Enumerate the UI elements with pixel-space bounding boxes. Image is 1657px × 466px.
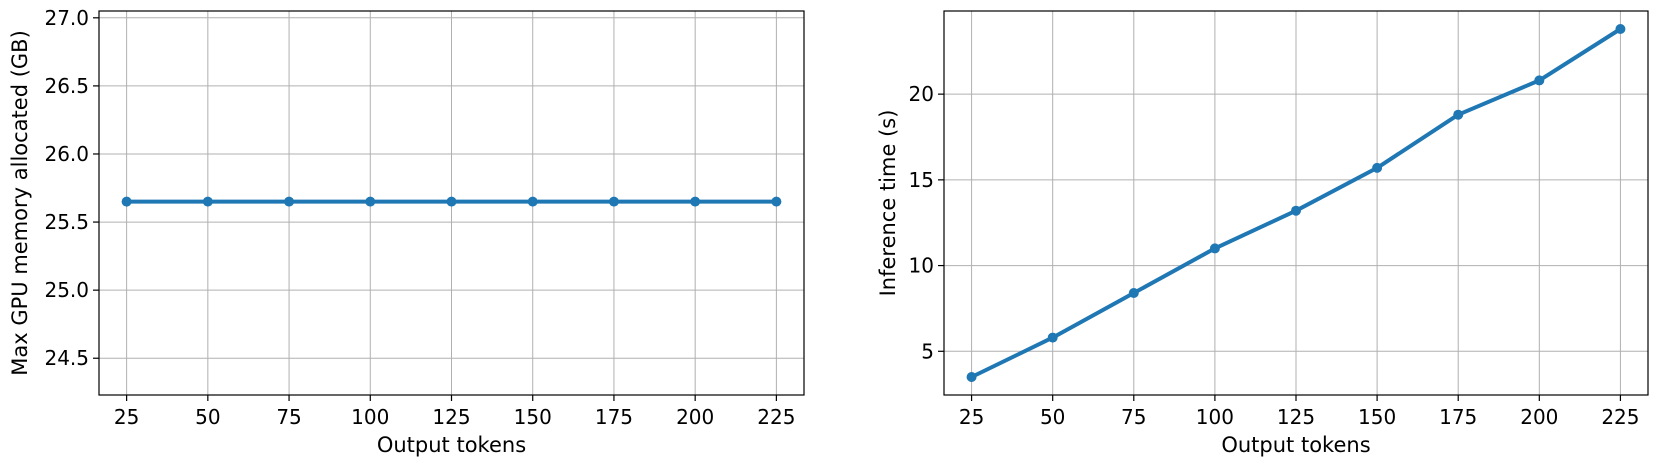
time-x-tick-label: 25: [959, 405, 984, 429]
memory-y-tick-label: 24.5: [44, 346, 89, 370]
memory-y-tick-label: 26.0: [44, 142, 89, 166]
memory-x-axis-label: Output tokens: [377, 433, 526, 457]
memory-x-tick-label: 150: [514, 405, 552, 429]
time-y-axis-label: Inference time (s): [876, 110, 900, 297]
memory-data-point: [527, 196, 538, 207]
time-data-point: [1128, 288, 1139, 298]
time-y-tick-label: 5: [921, 339, 934, 363]
memory-x-tick-label: 200: [676, 405, 714, 429]
memory-data-point: [446, 196, 457, 207]
memory-data-point: [771, 196, 782, 207]
time-x-tick-label: 150: [1358, 405, 1396, 429]
time-y-tick-label: 20: [909, 82, 934, 106]
time-x-tick-label: 125: [1277, 405, 1315, 429]
memory-x-tick-label: 75: [276, 405, 301, 429]
memory-data-point: [608, 196, 619, 207]
memory-chart: 25 50 75 100 125 150 175 200 225 24.5 25.0 25.5 26.0…: [8, 6, 805, 457]
memory-x-tick-label: 50: [195, 405, 220, 429]
memory-x-tick-label: 175: [595, 405, 633, 429]
memory-data-point: [284, 196, 295, 207]
time-plot-frame: [943, 10, 1649, 396]
memory-y-tick-label: 26.5: [44, 74, 89, 98]
time-y-tick-label: 10: [909, 254, 934, 278]
memory-plot-frame: [98, 10, 805, 396]
time-data-point: [966, 372, 977, 382]
memory-data-point: [690, 196, 701, 207]
time-data-point: [1534, 75, 1545, 86]
time-y-tick-label: 15: [909, 168, 934, 192]
time-x-tick-label: 175: [1439, 405, 1477, 429]
time-x-tick-label: 50: [1040, 405, 1065, 429]
memory-y-tick-label: 25.5: [44, 210, 89, 234]
memory-x-tick-label: 25: [114, 405, 139, 429]
time-x-tick-label: 225: [1601, 405, 1639, 429]
inference-time-chart: 25 50 75 100 125 150 175 200 225 5 10 15 20 Output to…: [876, 10, 1649, 457]
time-data-point: [1047, 332, 1058, 343]
time-data-point: [1372, 162, 1383, 173]
time-data-point: [1291, 205, 1301, 216]
memory-y-tick-label: 25.0: [44, 278, 89, 302]
memory-data-point: [202, 196, 213, 207]
memory-x-tick-label: 100: [351, 405, 389, 429]
memory-y-tick-label: 27.0: [44, 6, 89, 30]
memory-x-tick-label: 225: [757, 405, 795, 429]
memory-data-point: [365, 196, 376, 207]
time-data-point: [1209, 243, 1220, 254]
memory-data-point: [121, 196, 132, 207]
time-x-tick-label: 200: [1520, 405, 1558, 429]
memory-x-tick-label: 125: [432, 405, 470, 429]
time-x-axis-label: Output tokens: [1221, 433, 1370, 457]
time-x-tick-label: 75: [1121, 405, 1146, 429]
time-x-tick-label: 100: [1196, 405, 1234, 429]
memory-y-axis-label: Max GPU memory allocated (GB): [8, 30, 32, 376]
time-data-point: [1615, 24, 1626, 34]
time-data-point: [1453, 109, 1464, 120]
